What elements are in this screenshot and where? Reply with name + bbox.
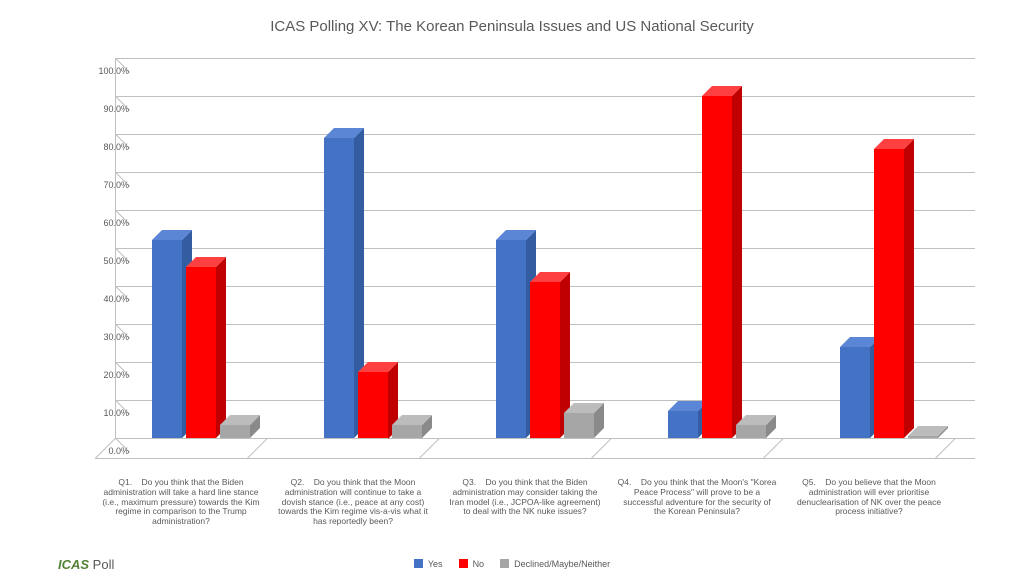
- bar: [324, 138, 354, 438]
- legend-label: No: [473, 559, 485, 569]
- bar: [668, 411, 698, 438]
- bar: [908, 436, 938, 438]
- x-tick-qnum: Q2.: [291, 477, 314, 487]
- chart-legend: Yes No Declined/Maybe/Neither: [0, 559, 1024, 571]
- y-tick-label: 40.0%: [79, 294, 129, 304]
- y-tick-label: 10.0%: [79, 408, 129, 418]
- bar: [564, 413, 594, 438]
- legend-label: Declined/Maybe/Neither: [514, 559, 610, 569]
- footer-logo-suffix: Poll: [89, 557, 114, 572]
- y-tick-label: 70.0%: [79, 180, 129, 190]
- bar: [496, 240, 526, 438]
- y-tick-label: 50.0%: [79, 256, 129, 266]
- x-tick-label: Q4. Do you think that the Moon's "Korea …: [617, 478, 777, 517]
- x-tick-label: Q3. Do you think that the Biden administ…: [445, 478, 605, 517]
- y-tick-label: 0.0%: [79, 446, 129, 456]
- bar: [392, 425, 422, 438]
- x-tick-label: Q5. Do you believe that the Moon adminis…: [789, 478, 949, 517]
- bar: [152, 240, 182, 438]
- footer-logo: ICAS Poll: [58, 557, 114, 572]
- legend-item: No: [459, 559, 485, 569]
- bar: [702, 96, 732, 438]
- x-tick-qnum: Q4.: [618, 477, 641, 487]
- x-tick-qnum: Q1.: [118, 477, 141, 487]
- x-tick-qnum: Q3.: [462, 477, 485, 487]
- x-tick-qnum: Q5.: [802, 477, 825, 487]
- y-tick-label: 20.0%: [79, 370, 129, 380]
- legend-swatch: [414, 559, 423, 568]
- chart-container: ICAS Polling XV: The Korean Peninsula Is…: [0, 0, 1024, 576]
- legend-item: Declined/Maybe/Neither: [500, 559, 610, 569]
- x-tick-label: Q1. Do you think that the Biden administ…: [101, 478, 261, 527]
- legend-swatch: [500, 559, 509, 568]
- bar: [530, 282, 560, 438]
- chart-bars: [115, 58, 975, 438]
- floor-divider: [247, 438, 268, 459]
- chart-title: ICAS Polling XV: The Korean Peninsula Is…: [0, 0, 1024, 36]
- x-tick-label: Q2. Do you think that the Moon administr…: [273, 478, 433, 527]
- floor-divider: [419, 438, 440, 459]
- legend-item: Yes: [414, 559, 443, 569]
- bar: [186, 267, 216, 438]
- floor-divider: [763, 438, 784, 459]
- chart-plot-area: [95, 58, 975, 468]
- y-tick-label: 80.0%: [79, 142, 129, 152]
- x-tick-text: Do you think that the Moon's "Korea Peac…: [623, 477, 776, 516]
- bar: [220, 425, 250, 438]
- gridline: [115, 438, 975, 439]
- bar: [358, 372, 388, 439]
- floor-divider: [935, 438, 956, 459]
- legend-swatch: [459, 559, 468, 568]
- floor-divider: [591, 438, 612, 459]
- y-tick-label: 100.0%: [79, 66, 129, 76]
- y-tick-label: 60.0%: [79, 218, 129, 228]
- bar: [874, 149, 904, 438]
- bar: [840, 347, 870, 438]
- y-tick-label: 90.0%: [79, 104, 129, 114]
- y-tick-label: 30.0%: [79, 332, 129, 342]
- legend-label: Yes: [428, 559, 443, 569]
- footer-logo-icas: ICAS: [58, 557, 89, 572]
- floor-front-edge: [95, 458, 975, 459]
- chart-title-text: ICAS Polling XV: The Korean Peninsula Is…: [270, 18, 754, 35]
- bar: [736, 425, 766, 438]
